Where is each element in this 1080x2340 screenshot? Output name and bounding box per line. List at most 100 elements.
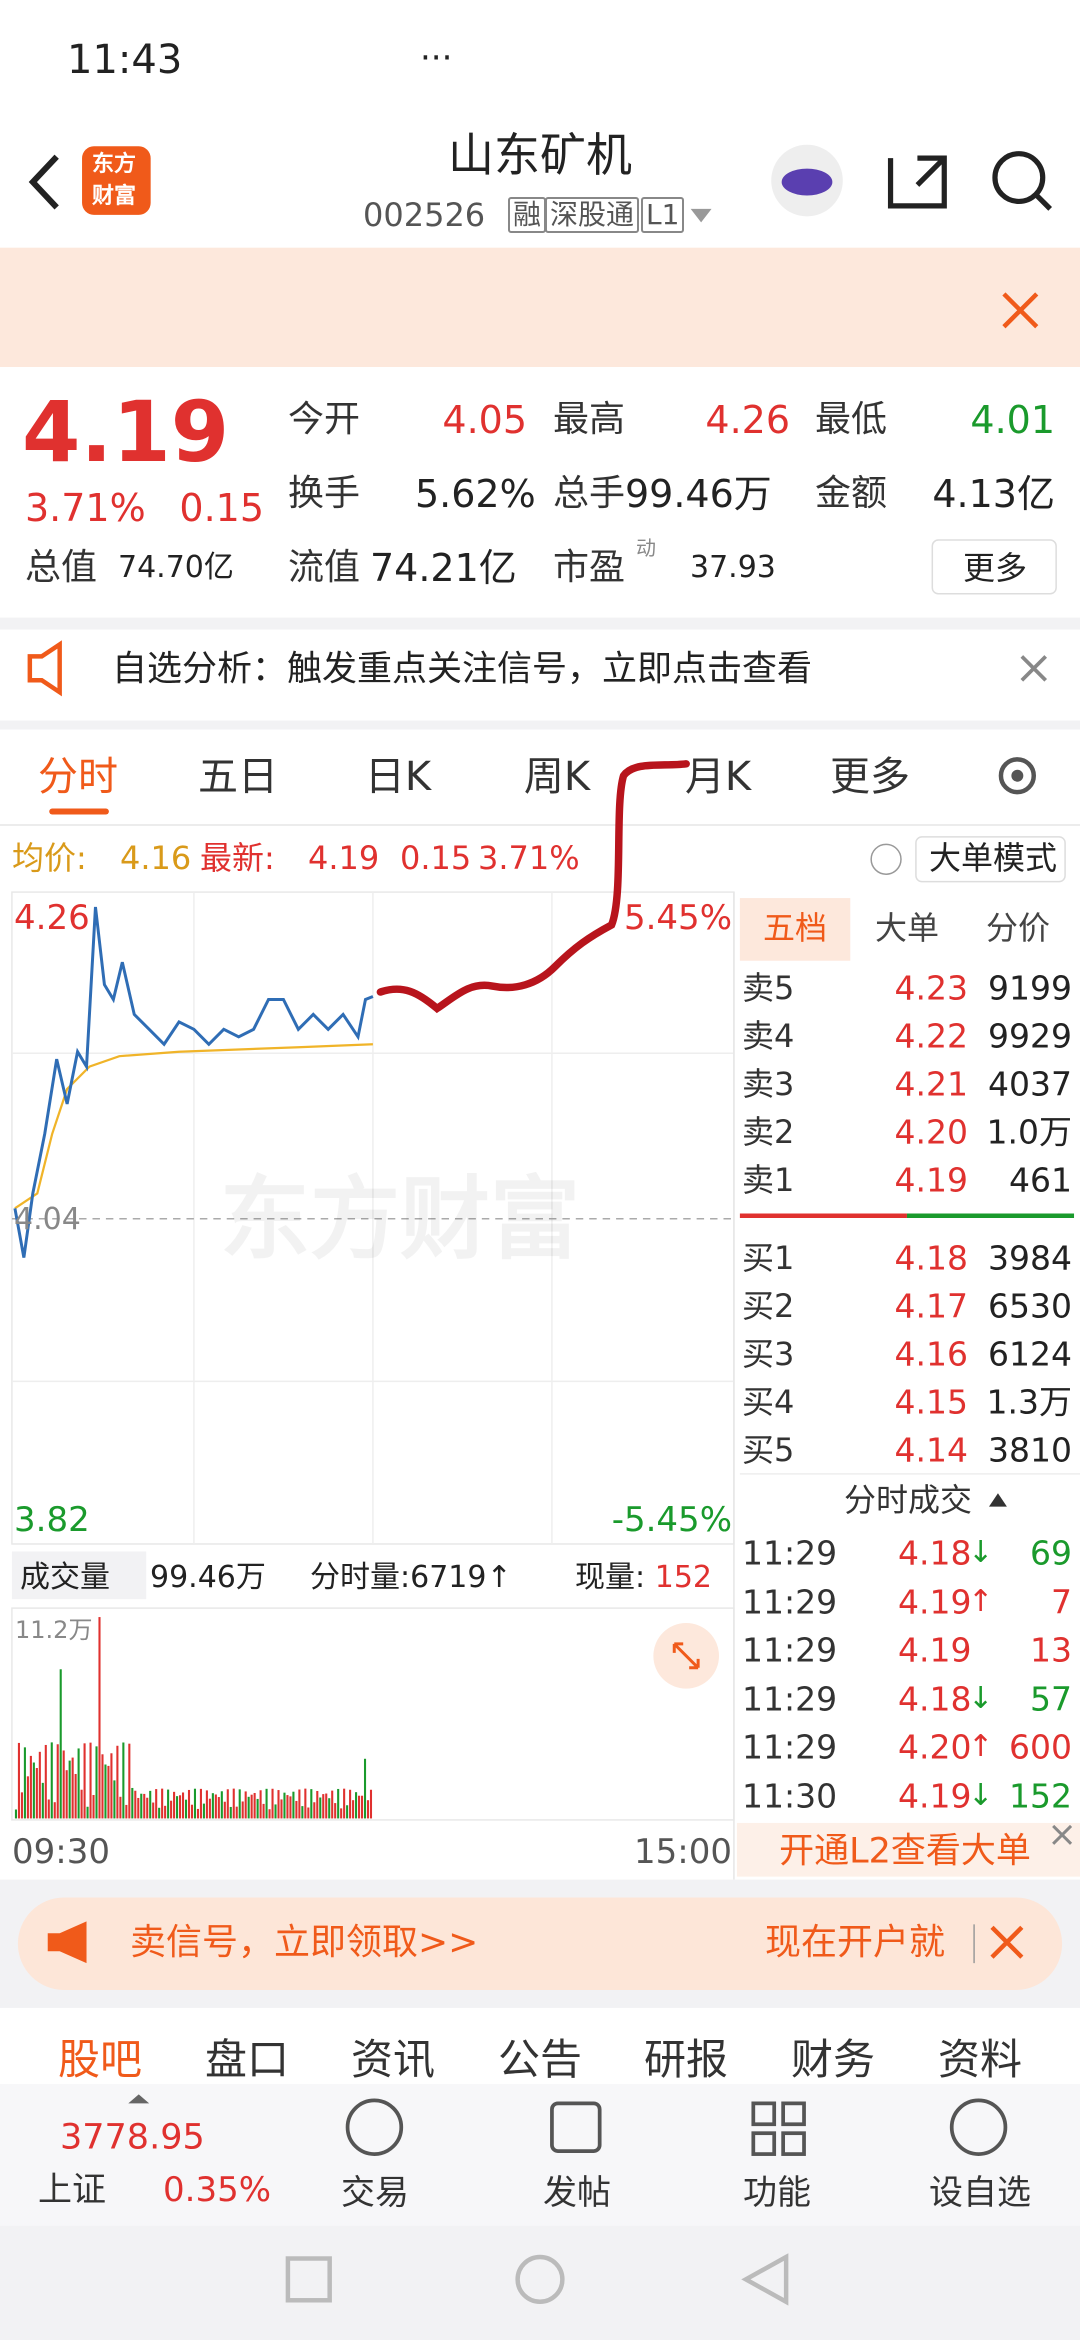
nav-item[interactable]: 功能 [743, 2173, 811, 2213]
tab[interactable]: 更多 [830, 754, 910, 800]
trade-time: 11:30 [742, 1776, 838, 1816]
trade-arrow: ↓ [968, 1535, 994, 1570]
volume-bar-decor [110, 1753, 113, 1819]
notice-text: 自选分析：触发重点关注信号，立即点击查看 [112, 649, 813, 690]
volume-bar-decor [349, 1789, 352, 1819]
book-label: 卖1 [742, 1161, 795, 1199]
tab[interactable]: 分时 [38, 754, 118, 800]
field-value: 37.93 [690, 550, 776, 585]
field-label: 今开 [288, 399, 361, 440]
volume-bar-decor [83, 1743, 86, 1819]
status-more: ··· [420, 38, 453, 78]
book-price: 4.19 [894, 1160, 968, 1200]
volume-current: 152 [654, 1560, 712, 1595]
book-label: 卖4 [742, 1017, 795, 1055]
volume-bar-decor [301, 1806, 304, 1819]
volume-bar-decor [158, 1807, 161, 1819]
volume-bar-decor [220, 1791, 223, 1819]
volume-bar-decor [352, 1800, 355, 1819]
volume-bar-decor [68, 1760, 71, 1819]
book-label: 买5 [742, 1431, 795, 1469]
volume-bar-decor [292, 1791, 295, 1819]
volume-bar-decor [74, 1773, 77, 1819]
volume-bar-decor [26, 1776, 29, 1819]
volume-bar-decor [128, 1743, 131, 1819]
field-label: 最高 [553, 399, 626, 440]
trade-price: 4.18 [898, 1533, 972, 1573]
volume-bar-decor [23, 1747, 26, 1819]
volume-bar-decor [274, 1804, 277, 1819]
field-label: 金额 [815, 473, 888, 514]
book-price: 4.18 [894, 1238, 968, 1278]
volume-bar-decor [170, 1800, 173, 1819]
bottom-tab[interactable]: 研报 [643, 2035, 729, 2084]
bottom-tab[interactable]: 盘口 [204, 2035, 290, 2084]
volume-bar-decor [298, 1789, 301, 1819]
trade-volume: 600 [1009, 1727, 1072, 1767]
bottom-tab[interactable]: 资料 [937, 2035, 1023, 2084]
trade-time: 11:29 [742, 1630, 838, 1670]
volume-bar-decor [310, 1789, 313, 1819]
bottom-tab[interactable]: 资讯 [350, 2035, 436, 2084]
volume-bar-decor [307, 1807, 310, 1819]
field-value: 4.05 [442, 398, 527, 442]
volume-bar-decor [358, 1795, 361, 1819]
l2-link[interactable]: 开通L2查看大单 [779, 1831, 1031, 1872]
volume-bar-decor [155, 1789, 158, 1819]
field-value: 4.13亿 [932, 472, 1055, 516]
nav-item[interactable]: 发帖 [543, 2173, 611, 2213]
more-button[interactable]: 更多 [962, 549, 1028, 587]
volume-current-label: 现量: [575, 1560, 646, 1595]
book-label: 卖3 [742, 1065, 795, 1103]
mode-button[interactable]: 大单模式 [928, 839, 1058, 877]
volume-bar-decor [173, 1791, 176, 1819]
book-volume: 4037 [988, 1064, 1072, 1104]
axis-low-pct: -5.45% [611, 1500, 732, 1540]
volume-bar-decor [256, 1798, 259, 1819]
volume-bar-decor [316, 1791, 319, 1819]
trade-volume: 69 [1030, 1533, 1072, 1573]
volume-bar-decor [167, 1789, 170, 1819]
book-volume: 1.3万 [986, 1382, 1072, 1422]
field-value: 99.46万 [625, 472, 772, 516]
tab[interactable]: 五日 [198, 754, 278, 800]
trades-title: 分时成交 [843, 1481, 973, 1519]
volume-bar-decor [140, 1793, 143, 1819]
stock-name: 山东矿机 [448, 128, 632, 182]
volume-bar-decor [77, 1748, 80, 1819]
field-label: 最低 [815, 399, 888, 440]
promo-text: 卖信号，立即领取>> [130, 1922, 479, 1963]
volume-total: 99.46万 [150, 1560, 266, 1595]
book-label: 卖5 [742, 969, 795, 1007]
watermark: 东方财富 [220, 1167, 580, 1272]
book-volume: 6530 [988, 1286, 1072, 1326]
trade-time: 11:29 [742, 1533, 838, 1573]
trade-volume: 7 [1051, 1582, 1072, 1622]
tab[interactable]: 日K [364, 754, 432, 800]
volume-bar-decor [134, 1790, 137, 1819]
last-change: 0.15 [400, 839, 472, 877]
volume-bar-decor [277, 1790, 280, 1819]
volume-bar-decor [334, 1803, 337, 1819]
tab[interactable]: 月K [684, 754, 752, 800]
volume-bar-decor [366, 1800, 370, 1819]
volume-bar-decor [199, 1788, 202, 1819]
bottom-tab[interactable]: 财务 [790, 2035, 876, 2084]
nav-item[interactable]: 交易 [341, 2173, 409, 2213]
tab[interactable]: 周K [523, 754, 591, 800]
index-name: 上证 [38, 2170, 106, 2210]
volume-bar-decor [363, 1758, 367, 1819]
volume-bar-decor [164, 1805, 167, 1819]
volume-bar-decor [116, 1745, 119, 1819]
nav-item[interactable]: 设自选 [929, 2173, 1031, 2213]
volume-bar-decor [20, 1792, 23, 1819]
bottom-tab[interactable]: 股吧 [57, 2035, 143, 2084]
field-label: 流值 [288, 547, 361, 588]
volume-bar-decor [95, 1746, 98, 1819]
trade-time: 11:29 [742, 1582, 838, 1622]
volume-bar-decor [250, 1794, 253, 1819]
volume-bar-decor [319, 1797, 322, 1819]
time-start: 09:30 [12, 1832, 110, 1872]
bottom-tab[interactable]: 公告 [497, 2035, 583, 2084]
volume-bar-decor [50, 1742, 53, 1819]
